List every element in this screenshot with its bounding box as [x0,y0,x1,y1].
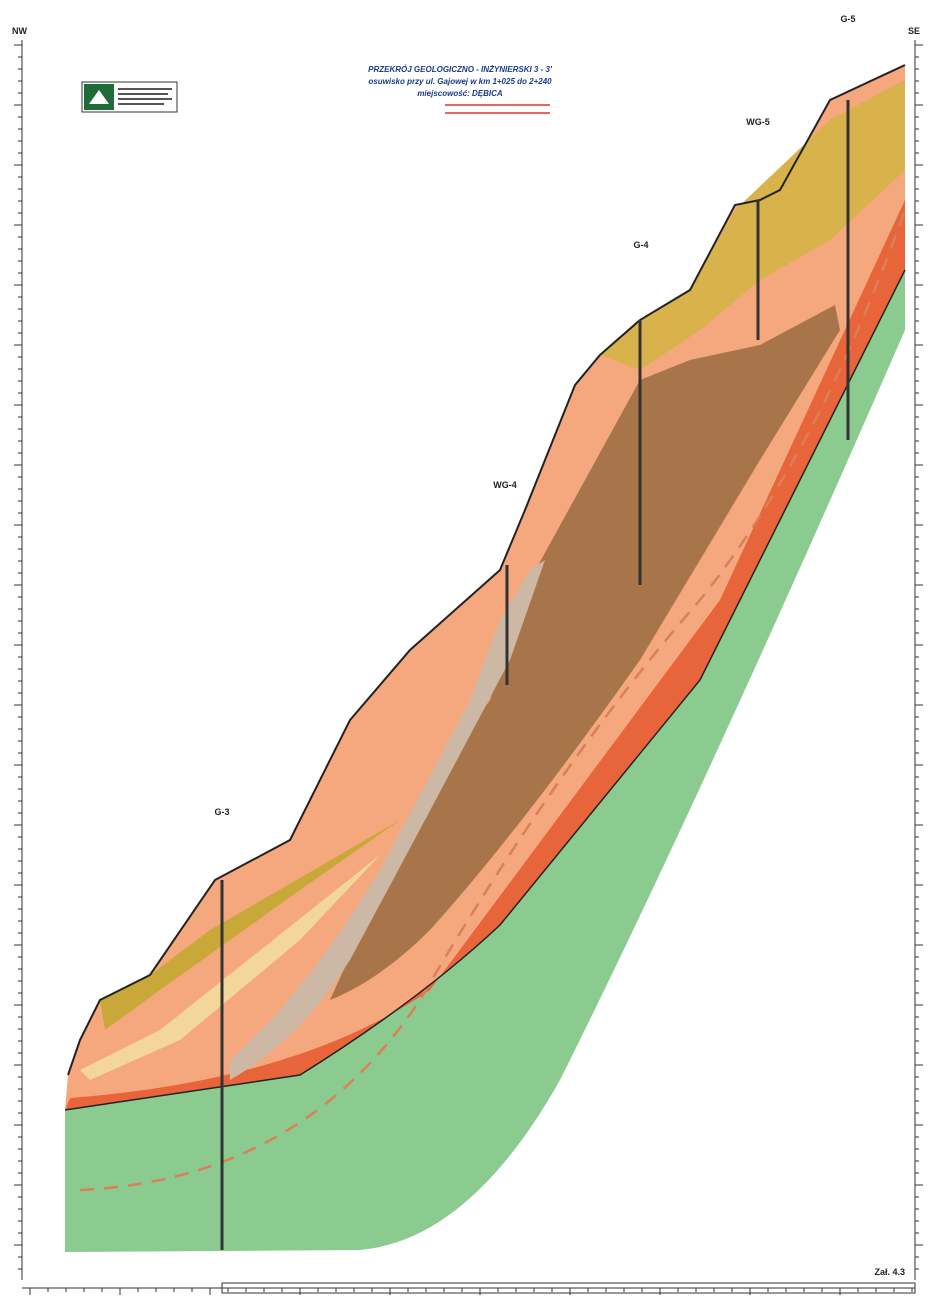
annex-label: Zał. 4.3 [874,1267,905,1277]
left-orientation: NW [12,26,27,36]
geological-section: NW SE PRZEKRÓJ GEOLOGICZNO - INŻYNIERSKI… [0,0,930,1301]
title: PRZEKRÓJ GEOLOGICZNO - INŻYNIERSKI 3 - 3… [368,65,553,74]
borehole-label: G-5 [840,14,855,24]
location: miejscowość: DĘBICA [417,89,503,98]
borehole-label: WG-5 [746,117,770,127]
borehole-label: G-3 [214,807,229,817]
borehole-label: G-4 [633,240,648,250]
subtitle: osuwisko przy ul. Gajowej w km 1+025 do … [368,77,552,86]
right-orientation: SE [908,26,920,36]
borehole-label: WG-4 [493,480,517,490]
